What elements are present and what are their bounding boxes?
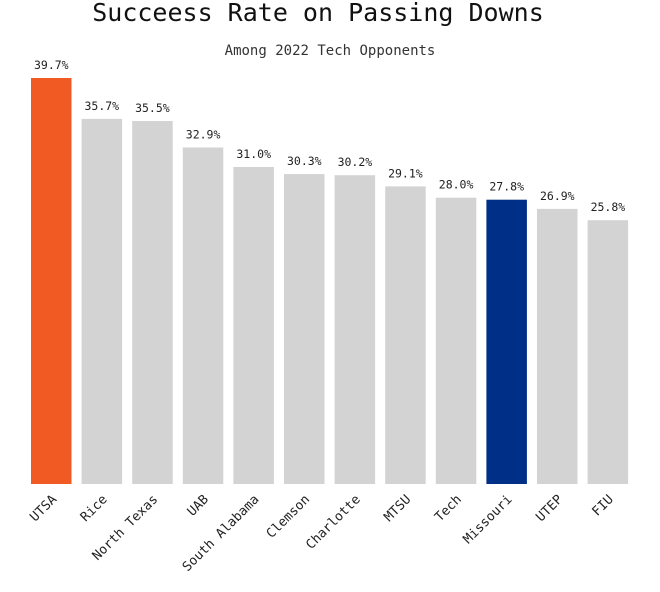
x-tick-label-utsa: UTSA xyxy=(27,492,60,525)
bar-clemson xyxy=(284,174,325,484)
value-label-mtsu: 29.1% xyxy=(388,166,423,180)
x-tick-label-charlotte: Charlotte xyxy=(303,492,364,553)
value-label-north-texas: 35.5% xyxy=(135,101,170,115)
chart-title: Succeess Rate on Passing Downs xyxy=(92,0,544,27)
bars-group xyxy=(31,78,629,485)
value-label-clemson: 30.3% xyxy=(287,154,322,168)
value-label-rice: 35.7% xyxy=(84,99,119,113)
x-tick-label-mtsu: MTSU xyxy=(381,492,414,525)
value-label-south-alabama: 31.0% xyxy=(236,147,271,161)
value-label-fiu: 25.8% xyxy=(591,200,626,214)
chart-subtitle: Among 2022 Tech Opponents xyxy=(225,43,436,59)
bar-tech xyxy=(435,197,477,484)
x-tick-label-tech: Tech xyxy=(432,492,465,525)
value-label-tech: 28.0% xyxy=(439,178,474,192)
value-label-utep: 26.9% xyxy=(540,189,575,203)
bar-utsa xyxy=(31,78,72,484)
value-label-utsa: 39.7% xyxy=(34,58,69,72)
bar-mtsu xyxy=(385,186,426,484)
x-tick-label-uab: UAB xyxy=(185,492,212,519)
value-label-missouri: 27.8% xyxy=(489,180,524,194)
value-label-charlotte: 30.2% xyxy=(338,155,373,169)
bar-charlotte xyxy=(334,175,376,484)
bar-fiu xyxy=(587,220,629,484)
x-tick-label-fiu: FIU xyxy=(590,492,617,519)
bar-missouri xyxy=(486,199,527,484)
bar-north-texas xyxy=(132,121,173,484)
bar-south-alabama xyxy=(233,167,274,484)
bar-utep xyxy=(537,208,578,484)
value-labels-group: 39.7% 35.7% 35.5% 32.9% 31.0% 30.3% 30.2% 29.1%… xyxy=(34,58,625,214)
x-tick-label-rice: Rice xyxy=(78,492,111,525)
bar-uab xyxy=(182,147,224,484)
x-tick-label-clemson: Clemson xyxy=(264,492,313,541)
bar-rice xyxy=(81,118,123,485)
x-tick-label-utep: UTEP xyxy=(533,492,566,525)
value-label-uab: 32.9% xyxy=(186,128,221,142)
x-tick-label-missouri: Missouri xyxy=(461,492,516,547)
